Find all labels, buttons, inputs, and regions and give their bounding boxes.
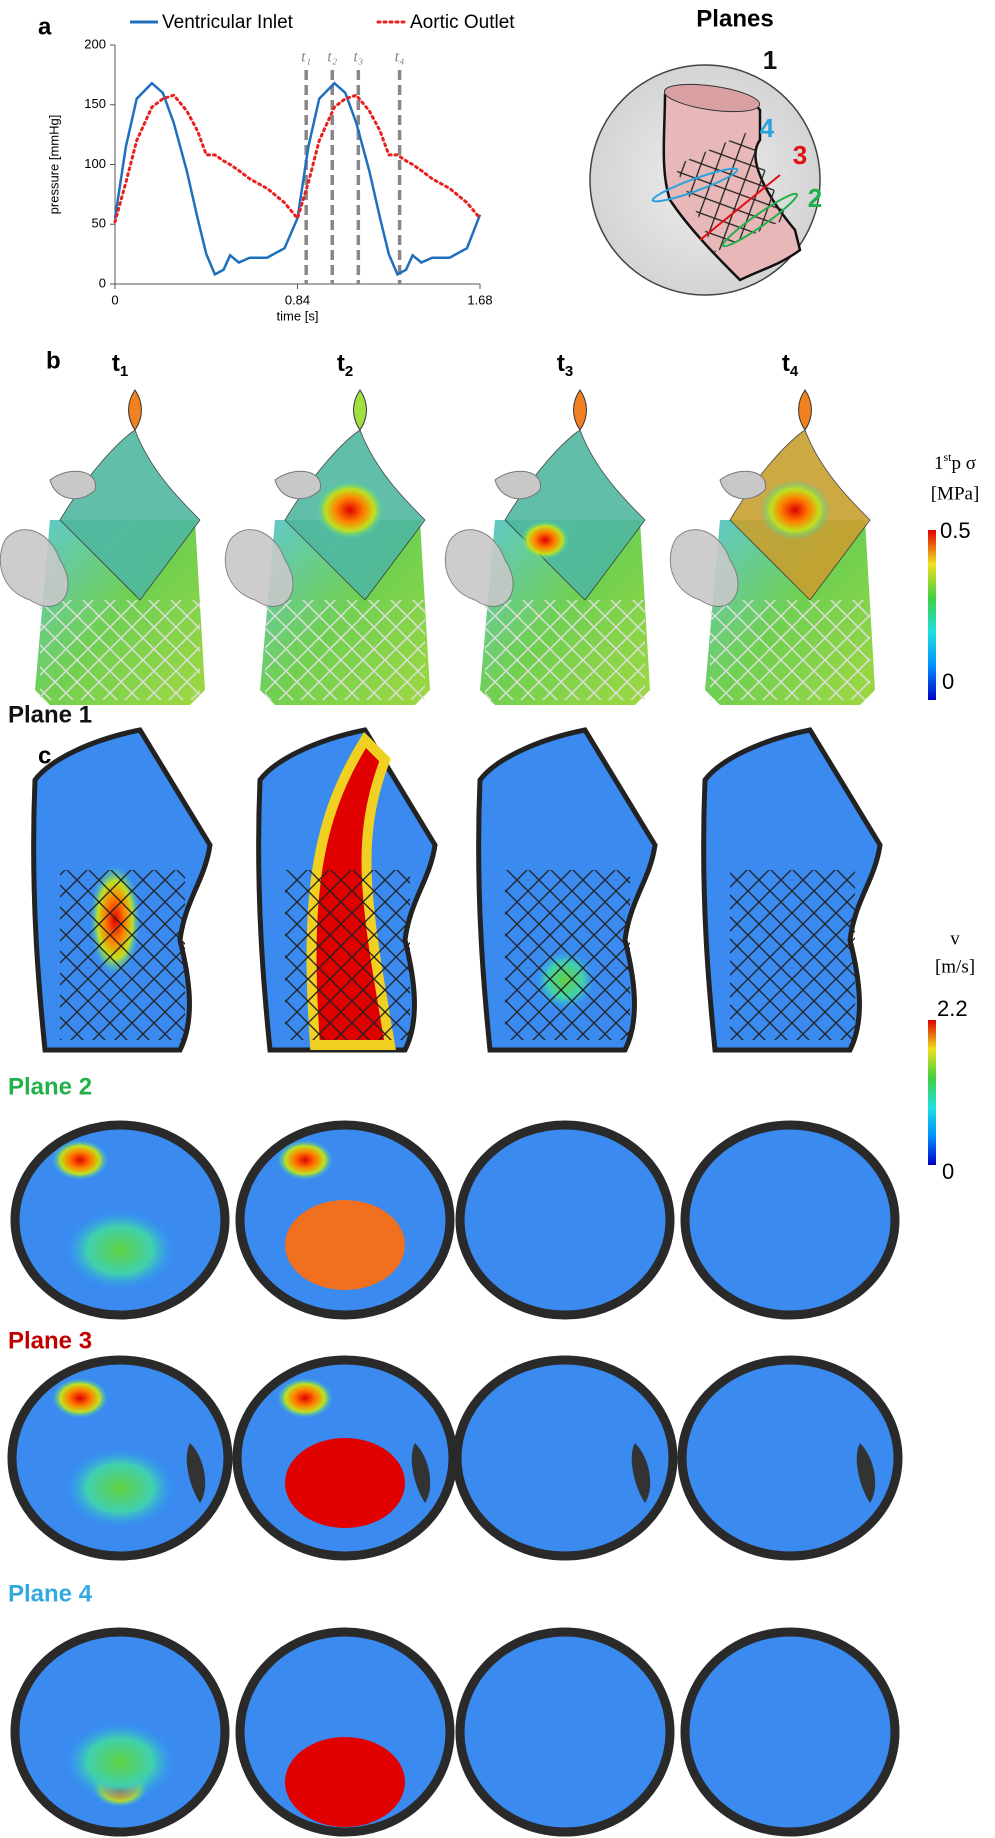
x-tick-label: 0.84	[285, 292, 310, 307]
time-label-sub: 3	[565, 363, 573, 380]
stress-colorbar	[928, 530, 936, 700]
x-tick-label: 1.68	[467, 292, 492, 307]
label-part: p σ	[952, 453, 977, 474]
figure: 05010015020000.841.68time [s]pressure [m…	[0, 0, 995, 1838]
velocity-colorbar-unit: [m/s]	[935, 956, 975, 977]
core-flow	[285, 1737, 405, 1827]
core-flow	[65, 1722, 175, 1802]
calcification	[495, 471, 541, 498]
time-marker-label: t₃	[353, 49, 363, 66]
time-label: t2	[337, 350, 353, 380]
illustrations	[0, 65, 936, 1832]
leaflet-tip	[799, 390, 812, 430]
cross-section	[460, 1125, 670, 1315]
time-label-t: t	[782, 350, 790, 377]
panel-label: b	[46, 347, 61, 374]
stent-frame	[285, 870, 410, 1040]
time-marker-label: t₁	[301, 49, 311, 66]
y-tick-label: 100	[84, 156, 106, 171]
core-flow	[285, 1438, 405, 1528]
velocity-colorbar-label: v	[950, 928, 960, 949]
time-label-sub: 4	[790, 363, 799, 380]
series-line	[115, 83, 480, 274]
time-marker-label: t₂	[327, 49, 337, 66]
plane-number: 4	[760, 113, 775, 143]
y-tick-label: 150	[84, 96, 106, 111]
core-flow	[285, 1200, 405, 1290]
label-part: 1	[934, 453, 944, 474]
time-label: t1	[112, 350, 128, 380]
calcification	[720, 471, 766, 498]
valve-frame	[40, 600, 200, 700]
stress-colorbar-unit: [MPa]	[931, 483, 980, 504]
stress-hotspot	[315, 480, 385, 540]
x-axis-label: time [s]	[277, 308, 319, 323]
y-axis-label: pressure [mmHg]	[46, 115, 61, 215]
stress-colorbar-min: 0	[942, 669, 954, 694]
leaflet-tip	[354, 390, 367, 430]
stress-hotspot	[520, 520, 570, 560]
valve-frame	[265, 600, 425, 700]
velocity-colorbar-min: 0	[942, 1159, 954, 1184]
cross-section	[685, 1632, 895, 1832]
time-label-sub: 1	[120, 363, 128, 380]
plane-number: 2	[808, 183, 822, 213]
time-label-t: t	[337, 350, 345, 377]
time-label: t4	[782, 350, 799, 380]
calcification	[275, 471, 321, 498]
y-tick-label: 200	[84, 36, 106, 51]
velocity-colorbar	[928, 1020, 936, 1165]
jet-spot	[277, 1378, 333, 1418]
cross-section	[685, 1125, 895, 1315]
inset-title: Planes	[696, 5, 773, 32]
stress-colorbar-max: 0.5	[940, 518, 971, 543]
stress-colorbar-label: 1stp σ	[934, 450, 976, 475]
panel-label: a	[38, 13, 52, 40]
y-tick-label: 50	[92, 216, 106, 231]
plane-label: Plane 2	[8, 1073, 92, 1100]
leaflet-tip	[574, 390, 587, 430]
time-marker-label: t₄	[395, 49, 405, 66]
jet-spot	[52, 1140, 108, 1180]
core-flow	[65, 1210, 175, 1290]
legend-label: Ventricular Inlet	[162, 12, 294, 33]
jet-spot	[52, 1378, 108, 1418]
stent-frame	[505, 870, 630, 1040]
core-flow	[65, 1448, 175, 1528]
plane-label: Plane 4	[8, 1580, 93, 1607]
time-label-t: t	[557, 350, 565, 377]
plane-number: 3	[793, 140, 807, 170]
pressure-chart: 0 50 100 150 200 0 0.84 1.68 time [s] pressure [m…	[46, 12, 515, 323]
plane-label: Plane 1	[8, 701, 92, 728]
valve-frame	[485, 600, 645, 700]
leaflet-tip	[129, 390, 142, 430]
stress-hotspot	[760, 480, 830, 540]
cross-section	[460, 1632, 670, 1832]
time-label-t: t	[112, 350, 120, 377]
panel-label: c	[38, 742, 51, 769]
velocity-colorbar-max: 2.2	[937, 996, 968, 1021]
stent-frame	[730, 870, 855, 1040]
legend-label: Aortic Outlet	[410, 12, 515, 33]
time-label: t3	[557, 350, 573, 380]
x-tick-label: 0	[111, 292, 118, 307]
stent-frame	[60, 870, 185, 1040]
calcification	[50, 471, 96, 498]
jet-spot	[277, 1140, 333, 1180]
y-tick-label: 0	[99, 275, 106, 290]
plane-number: 1	[763, 45, 777, 75]
time-label-sub: 2	[345, 363, 353, 380]
valve-frame	[710, 600, 870, 700]
plane-label: Plane 3	[8, 1327, 92, 1354]
